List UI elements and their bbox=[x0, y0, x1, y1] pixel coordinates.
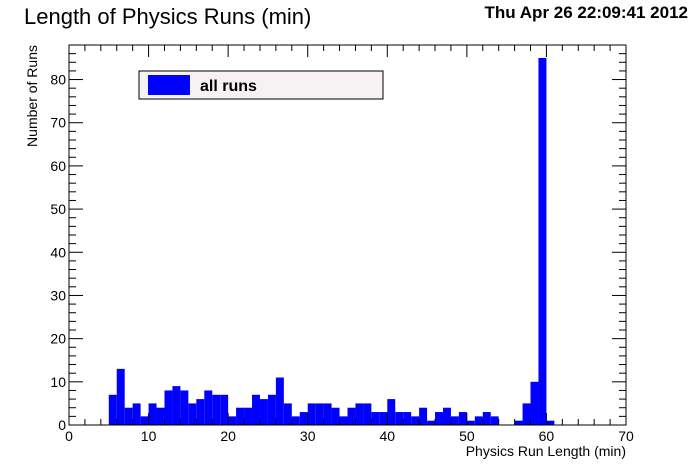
histogram-bar bbox=[323, 403, 332, 425]
histogram-bar bbox=[148, 403, 157, 425]
histogram-bar bbox=[236, 407, 245, 425]
histogram-bar bbox=[395, 412, 404, 425]
histogram-bar bbox=[363, 403, 372, 425]
histogram-bar bbox=[339, 416, 348, 425]
y-tick-label: 70 bbox=[50, 115, 66, 131]
histogram-bar bbox=[331, 407, 340, 425]
legend-swatch bbox=[148, 75, 190, 95]
histogram-bar bbox=[212, 394, 221, 425]
plot-frame bbox=[68, 44, 627, 426]
histogram-bar bbox=[204, 390, 213, 425]
histogram-bar bbox=[490, 416, 499, 425]
histogram-bar bbox=[228, 416, 237, 425]
y-tick-labels: 0 10 20 30 40 50 60 70 80 bbox=[50, 72, 66, 433]
histogram-bar bbox=[164, 390, 173, 425]
histogram-bar bbox=[267, 394, 276, 425]
histogram-bar bbox=[371, 412, 380, 425]
legend: all runs bbox=[138, 70, 384, 100]
histogram-bar bbox=[474, 416, 483, 425]
timestamp: Thu Apr 26 22:09:41 2012 bbox=[484, 3, 688, 22]
y-tick-label: 0 bbox=[58, 417, 66, 433]
histogram-bar bbox=[347, 407, 356, 425]
histogram-bar bbox=[220, 394, 229, 425]
histogram-bar bbox=[252, 394, 260, 425]
histogram-bar bbox=[435, 412, 443, 425]
x-tick-label: 0 bbox=[65, 428, 73, 444]
histogram-bar bbox=[514, 420, 523, 425]
histogram-bar bbox=[538, 57, 547, 426]
histogram-bar bbox=[387, 399, 396, 425]
x-tick-label: 20 bbox=[220, 428, 236, 444]
histogram-bar bbox=[427, 420, 436, 425]
histogram-bar bbox=[244, 407, 253, 425]
histogram-bar bbox=[172, 386, 181, 425]
histogram-bars bbox=[108, 57, 555, 426]
y-tick-label: 30 bbox=[50, 287, 66, 303]
y-tick-label: 80 bbox=[50, 72, 66, 88]
chart-title: Length of Physics Runs (min) bbox=[24, 4, 312, 29]
histogram-bar bbox=[188, 403, 197, 425]
x-tick-label: 40 bbox=[379, 428, 395, 444]
histogram-bar bbox=[546, 420, 555, 425]
y-tick-label: 10 bbox=[50, 374, 66, 390]
x-tick-label: 50 bbox=[459, 428, 475, 444]
histogram-bar bbox=[275, 377, 284, 425]
histogram-bar bbox=[458, 412, 467, 425]
y-tick-label: 50 bbox=[50, 201, 66, 217]
histogram-bar bbox=[116, 368, 125, 425]
histogram-bar bbox=[466, 420, 475, 425]
axis-ticks bbox=[68, 44, 627, 426]
histogram-bar bbox=[450, 416, 459, 425]
y-axis-title: Number of Runs bbox=[24, 45, 40, 147]
histogram-bar bbox=[140, 416, 149, 425]
histogram-bar bbox=[132, 403, 141, 425]
histogram-bar bbox=[419, 407, 428, 425]
histogram-bar bbox=[259, 399, 268, 425]
x-tick-label: 60 bbox=[539, 428, 555, 444]
histogram-bar bbox=[108, 394, 117, 425]
histogram-bar bbox=[307, 403, 316, 425]
x-tick-label: 30 bbox=[300, 428, 316, 444]
histogram-bar bbox=[411, 416, 420, 425]
histogram-bar bbox=[522, 403, 531, 425]
histogram-bar bbox=[283, 403, 292, 425]
histogram-bar bbox=[482, 412, 491, 425]
histogram-bar bbox=[180, 390, 189, 425]
histogram-bar bbox=[299, 412, 308, 425]
x-tick-labels: 0 10 20 30 40 50 60 70 bbox=[65, 428, 634, 444]
histogram-bar bbox=[291, 416, 300, 425]
histogram-bar bbox=[124, 407, 133, 425]
histogram-bar bbox=[379, 412, 388, 425]
legend-label: all runs bbox=[200, 78, 257, 95]
y-tick-label: 40 bbox=[50, 244, 66, 260]
histogram-bar bbox=[156, 407, 165, 425]
histogram-bar bbox=[355, 403, 364, 425]
histogram-bar bbox=[315, 403, 324, 425]
x-tick-label: 10 bbox=[141, 428, 157, 444]
histogram-bar bbox=[530, 381, 539, 425]
histogram-bar bbox=[196, 399, 205, 425]
histogram-bar bbox=[442, 407, 451, 425]
histogram-bar bbox=[403, 412, 412, 425]
y-tick-label: 20 bbox=[50, 331, 66, 347]
x-tick-label: 70 bbox=[618, 428, 634, 444]
y-tick-label: 60 bbox=[50, 158, 66, 174]
x-axis-title: Physics Run Length (min) bbox=[466, 443, 626, 459]
